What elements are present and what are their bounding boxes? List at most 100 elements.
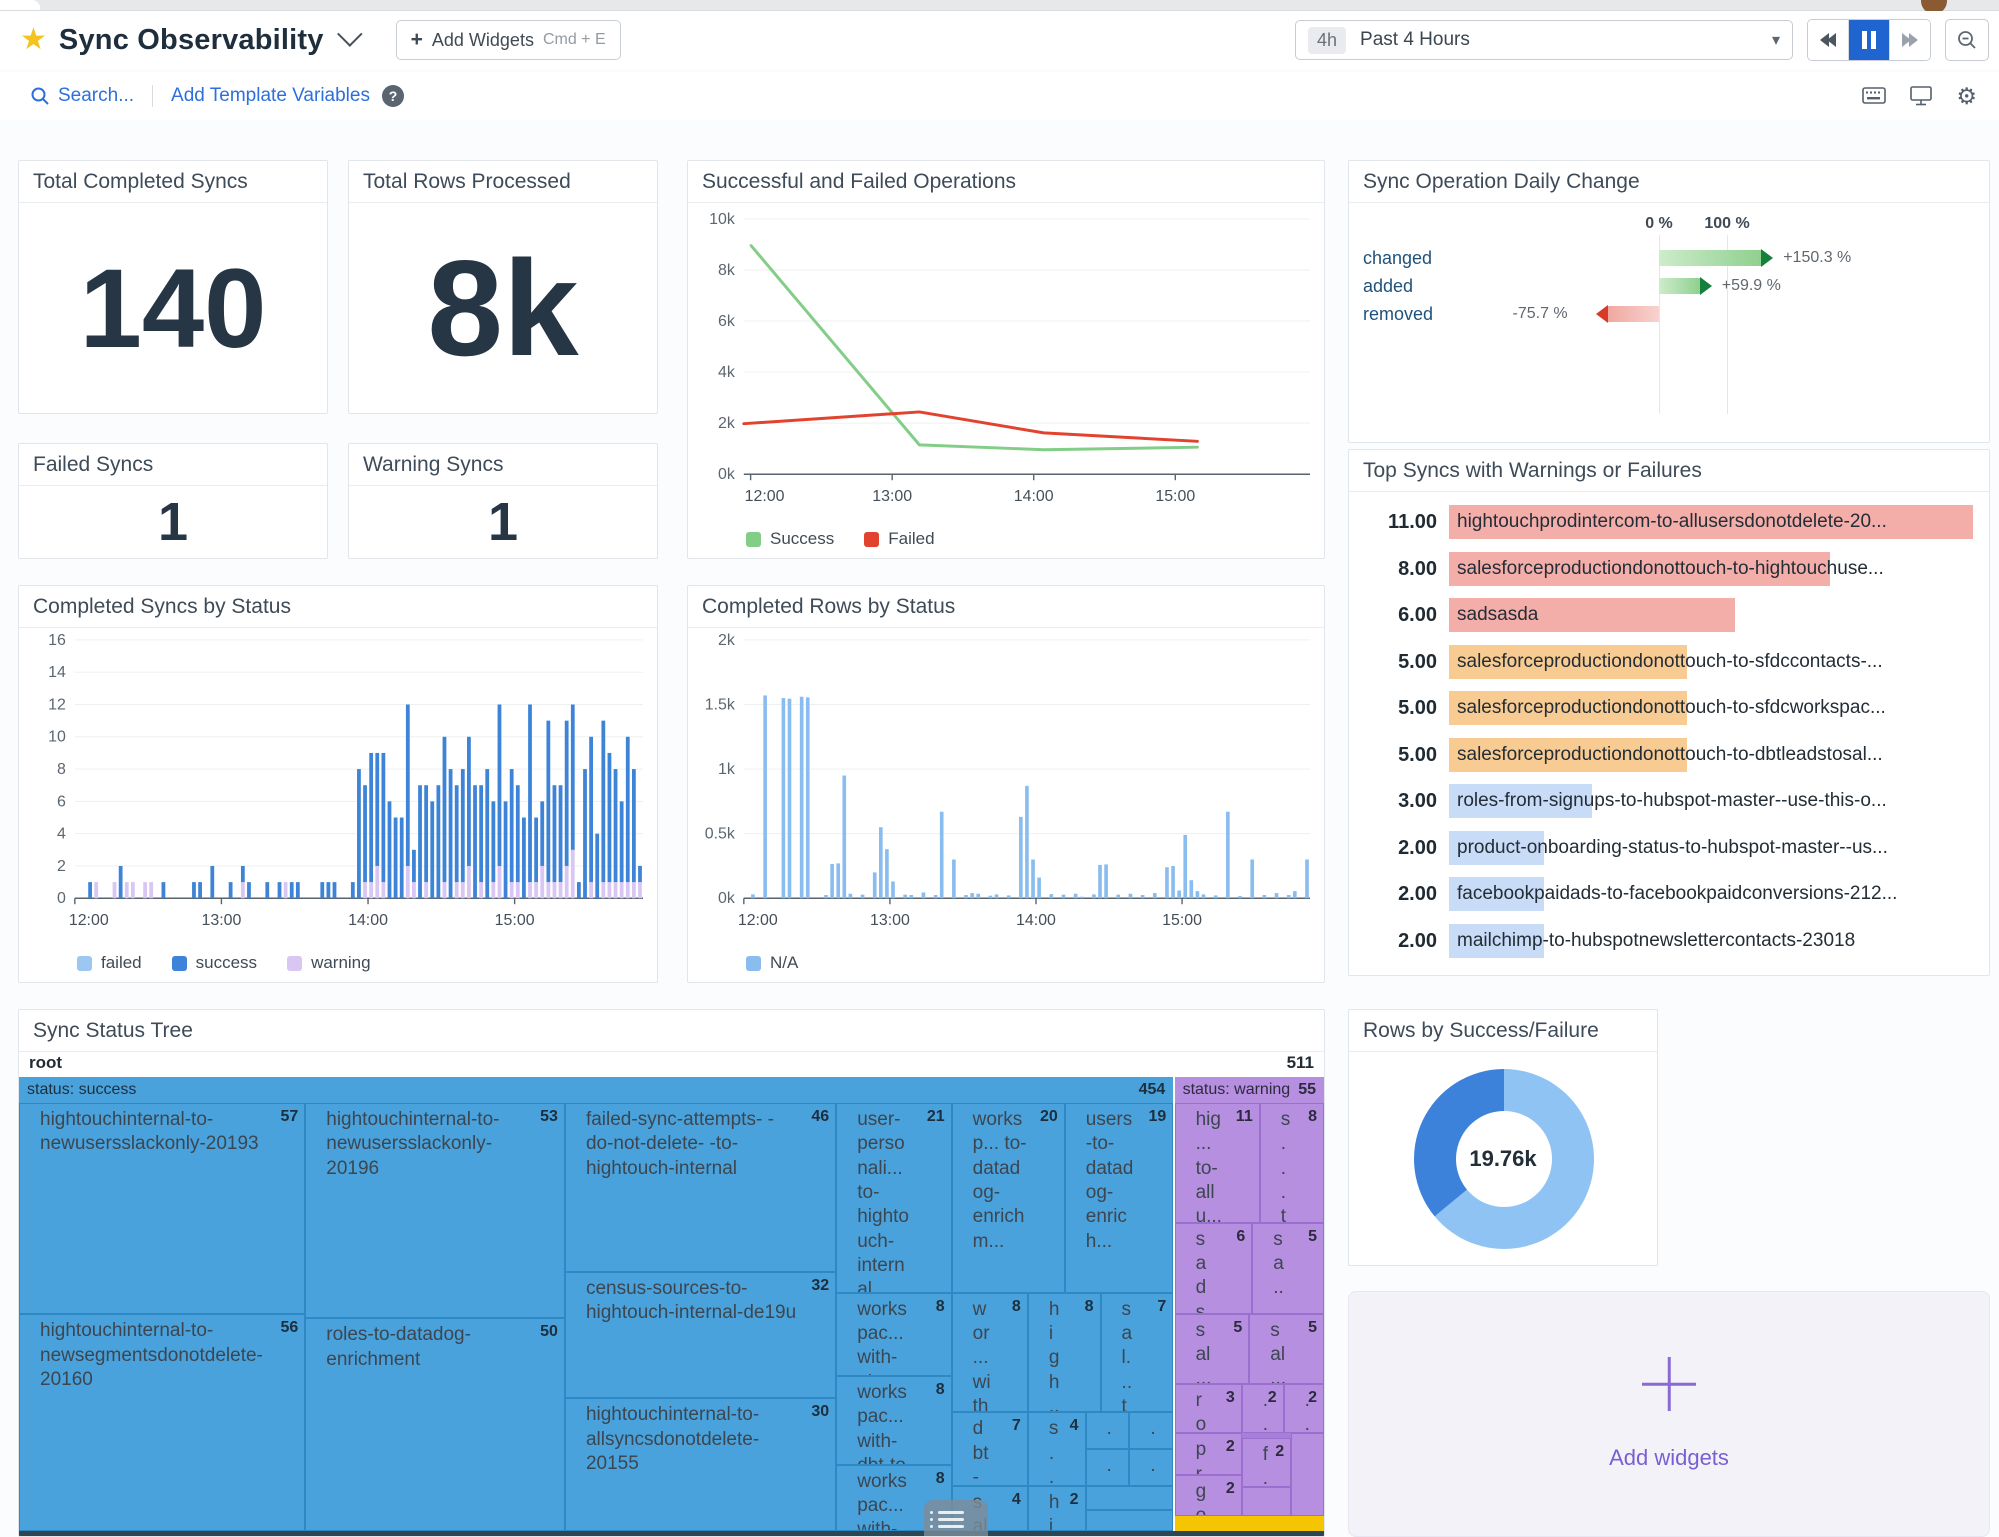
rows-bar-chart[interactable]: 0k 0.5k 1k 1.5k 2k 12:00 13:00 14:00 15:00 <box>688 626 1324 938</box>
treemap-tile[interactable]: 2.. <box>1283 1383 1324 1434</box>
top-sync-row[interactable]: 5.00 salesforceproductiondonottouch-to-sf… <box>1349 688 1989 728</box>
treemap-tile[interactable]: 5 sa... to-sf... <box>1252 1222 1324 1314</box>
daily-change-row[interactable]: removed -75.7 % <box>1349 304 1989 324</box>
treemap-tile[interactable]: 30 hightouchinternal-to-allsyncsdonotdele… <box>564 1398 837 1531</box>
top-sync-value: 2.00 <box>1398 929 1437 952</box>
treemap-tile[interactable]: ... <box>1085 1412 1130 1450</box>
treemap-tile[interactable]: 11 hig... to-allu... 204... <box>1174 1103 1260 1223</box>
add-widgets-dropzone[interactable]: Add widgets <box>1349 1292 1989 1536</box>
top-sync-row[interactable]: 11.00 hightouchprodintercom-to-allusersdo… <box>1349 502 1989 542</box>
treemap-tile[interactable]: 56 hightouchinternal-to-newsegmentsdonotd… <box>19 1314 306 1531</box>
add-template-variables-link[interactable]: Add Template Variables <box>171 85 370 106</box>
treemap-tile[interactable]: 5 sal... to-sfd... <box>1174 1313 1250 1384</box>
zoom-out-button[interactable] <box>1945 19 1989 61</box>
treemap-tile[interactable]: 2 go... <box>1174 1474 1242 1516</box>
treemap-tile[interactable]: 7 dbt-search-reults-to... <box>951 1412 1028 1487</box>
treemap-group-failed[interactable] <box>1174 1516 1324 1531</box>
svg-text:15:00: 15:00 <box>1162 912 1202 929</box>
treemap-tile[interactable]: ... <box>1129 1449 1174 1487</box>
treemap-tile[interactable]: 6 sads... <box>1174 1222 1253 1314</box>
donut-segment[interactable] <box>1434 1069 1594 1249</box>
top-sync-row[interactable]: 3.00 roles-from-signups-to-hubspot-master… <box>1349 781 1989 821</box>
syncs-bar-chart[interactable]: 0 2 4 6 8 10 12 14 16 12:00 13:00 14:00 15:00 <box>19 626 657 938</box>
treemap-tile[interactable]: 8 workspac... with-dbt-to-sdr-feed <box>836 1376 952 1465</box>
legend-item[interactable]: warning <box>287 953 371 973</box>
pause-button[interactable] <box>1849 20 1890 60</box>
legend-swatch <box>287 955 303 971</box>
treemap-tile[interactable]: 8 s... to-hi... sf... 2... <box>1259 1103 1324 1223</box>
favorite-star-icon[interactable]: ★ <box>20 23 47 56</box>
treemap-tile[interactable]: 8 workspac... with-git-sync-to-fe... <box>836 1292 952 1377</box>
top-sync-row[interactable]: 2.00 mailchimp-to-hubspotnewslettercontac… <box>1349 921 1989 961</box>
forward-button[interactable] <box>1890 20 1930 60</box>
treemap-tile[interactable]: 8 high... to-onb... 21222 <box>1027 1292 1101 1413</box>
treemap-tile[interactable]: 20 worksp... to-datadog-enrichm... <box>951 1103 1065 1293</box>
treemap-tile[interactable]: 57 hightouchinternal-to-newusersslackonly… <box>19 1103 306 1315</box>
rewind-button[interactable] <box>1808 20 1849 60</box>
treemap-tile-value: 21 <box>926 1108 945 1125</box>
daily-change-value: -75.7 % <box>1512 305 1568 322</box>
treemap-tile[interactable]: 8 wor... with-git-sync-to-s... <box>951 1292 1028 1413</box>
treemap-tile[interactable] <box>1085 1509 1174 1531</box>
legend-swatch <box>746 531 761 547</box>
treemap-tile[interactable]: 21 user-personali... to-hightouch-interna… <box>836 1103 952 1293</box>
treemap-tile-value: 2 <box>1275 1442 1285 1460</box>
daily-change-row[interactable]: added +59.9 % <box>1349 276 1989 296</box>
treemap-tile[interactable]: 53 hightouchinternal-to-newusersslackonly… <box>305 1103 565 1319</box>
treemap-hover-toolbar[interactable] <box>924 1500 988 1536</box>
treemap-tile[interactable]: 4 s... to-sf... <box>1027 1412 1086 1487</box>
monitor-icon[interactable] <box>1910 86 1933 106</box>
treemap-tile[interactable]: 2 hi... <box>1027 1486 1086 1531</box>
svg-text:0.5k: 0.5k <box>705 826 735 843</box>
time-range-picker[interactable]: 4h Past 4 Hours ▾ <box>1295 20 1793 60</box>
donut-segment[interactable] <box>1414 1069 1504 1217</box>
treemap-tile[interactable]: 2 f... <box>1241 1437 1292 1488</box>
treemap-tile[interactable]: 3 rol... fro... <box>1174 1383 1242 1434</box>
top-sync-row[interactable]: 6.00 sadsasda <box>1349 595 1989 635</box>
legend-item[interactable]: success <box>171 953 257 973</box>
treemap-tile[interactable]: ... <box>1085 1449 1130 1487</box>
treemap-tile[interactable]: 46 failed-sync-attempts- -do-not-delete- … <box>564 1103 837 1272</box>
widget-title: Total Rows Processed <box>349 161 657 203</box>
search-control[interactable]: Search... <box>30 85 134 107</box>
top-sync-row[interactable]: 2.00 facebookpaidads-to-facebookpaidconve… <box>1349 874 1989 914</box>
treemap-tile[interactable]: ... <box>1129 1412 1174 1450</box>
treemap-tile-value: 5 <box>1308 1227 1317 1245</box>
operations-line-chart[interactable]: 0k 2k 4k 6k 8k 10k 12:00 13:00 14:00 15:00 <box>688 201 1324 514</box>
treemap-tile[interactable]: 32 census-sources-to-hightouch-internal-d… <box>564 1271 837 1399</box>
top-sync-bar <box>1449 923 1545 958</box>
treemap-tile[interactable] <box>1085 1486 1174 1510</box>
top-sync-row[interactable]: 8.00 salesforceproductiondonottouch-to-hi… <box>1349 549 1989 589</box>
browser-tab-notch <box>0 0 40 10</box>
top-sync-row[interactable]: 2.00 product-onboarding-status-to-hubspot… <box>1349 828 1989 868</box>
legend-item[interactable]: Failed <box>864 529 935 549</box>
daily-change-row[interactable]: changed +150.3 % <box>1349 248 1989 268</box>
treemap-tile[interactable]: 50 roles-to-datadog-enrichment <box>305 1318 565 1531</box>
treemap-group-header[interactable]: status: warning 55 <box>1174 1077 1324 1103</box>
chevron-down-icon[interactable] <box>336 21 363 47</box>
gear-icon[interactable]: ⚙ <box>1956 82 1977 109</box>
legend-item[interactable]: Success <box>746 529 834 549</box>
treemap-tile[interactable]: 19 users-to-datadog-enrich... <box>1064 1103 1174 1293</box>
rows-donut-chart[interactable] <box>1349 1050 1659 1267</box>
treemap-tile-value: 11 <box>1235 1108 1253 1125</box>
treemap-tile[interactable] <box>1241 1487 1292 1516</box>
legend-item[interactable]: failed <box>77 953 142 973</box>
treemap-tile[interactable] <box>1291 1433 1324 1516</box>
treemap-tile-label: ... <box>1150 1455 1156 1485</box>
add-widgets-button[interactable]: + Add Widgets Cmd + E <box>395 20 621 60</box>
help-icon[interactable]: ? <box>381 85 404 107</box>
treemap-group-header[interactable]: status: success 454 <box>19 1077 1174 1103</box>
top-sync-row[interactable]: 5.00 salesforceproductiondonottouch-to-sf… <box>1349 642 1989 682</box>
keyboard-icon[interactable] <box>1862 87 1887 105</box>
treemap-tile[interactable]: 2 pr... <box>1174 1433 1242 1475</box>
avatar[interactable] <box>1921 0 1947 14</box>
legend-label: Failed <box>888 529 935 548</box>
legend-item[interactable]: N/A <box>746 953 798 973</box>
stat-value: 8k <box>427 232 579 384</box>
treemap-tile[interactable]: 7 sal... to-ne... 217... <box>1100 1292 1174 1413</box>
daily-change-plot[interactable]: 0 % 100 % changed +150.3 % added +59.9 % rem… <box>1349 201 1989 442</box>
top-sync-row[interactable]: 5.00 salesforceproductiondonottouch-to-db… <box>1349 735 1989 775</box>
treemap-tile[interactable]: 5 sal... to-dbt... <box>1249 1313 1324 1384</box>
treemap-tile[interactable]: 2... <box>1241 1383 1284 1434</box>
